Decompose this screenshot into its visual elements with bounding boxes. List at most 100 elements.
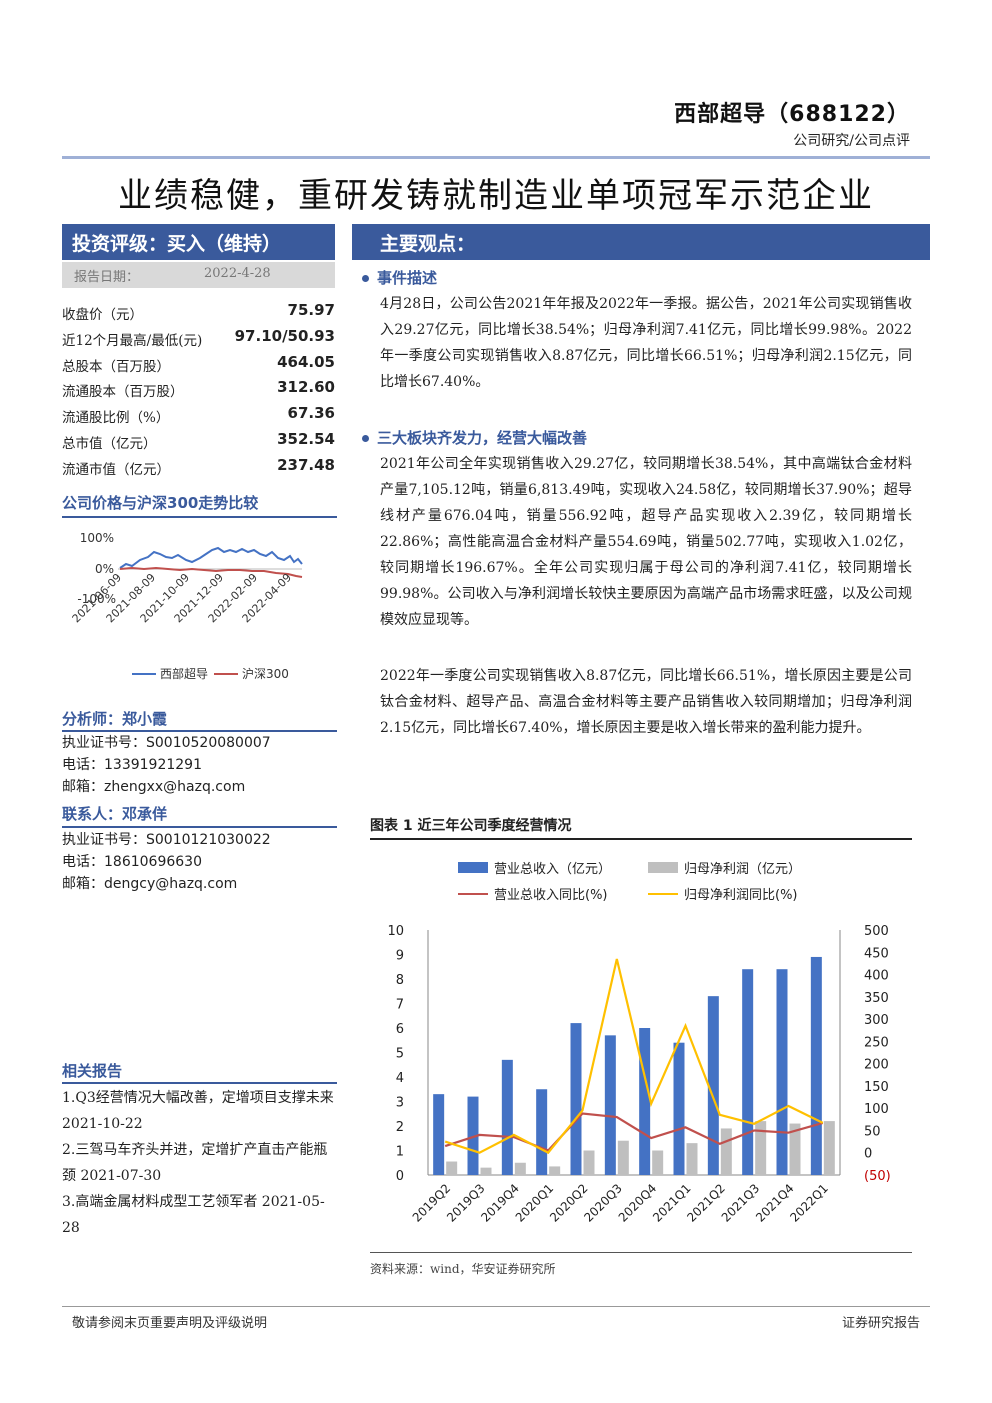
figure-bottom-rule bbox=[370, 1252, 912, 1253]
header-divider bbox=[62, 156, 930, 159]
left-ytick-label: 8 bbox=[396, 973, 404, 988]
legend-label: 归母净利润（亿元） bbox=[684, 862, 801, 877]
revenue-bar bbox=[501, 1059, 513, 1175]
section-business-title: 三大板块齐发力，经营大幅改善 bbox=[362, 427, 587, 448]
figure-source: 资料来源：wind，华安证券研究所 bbox=[370, 1262, 556, 1276]
right-ytick-label: 450 bbox=[864, 946, 889, 961]
price-chart-title: 公司价格与沪深300走势比较 bbox=[62, 494, 259, 512]
left-ytick-label: 6 bbox=[396, 1022, 404, 1037]
stat-label: 流通股本（百万股） bbox=[62, 384, 184, 401]
net-profit-bar bbox=[480, 1167, 492, 1175]
legend-label: 归母净利润同比(%) bbox=[684, 888, 798, 903]
net-profit-bar bbox=[789, 1123, 801, 1175]
net-profit-bar bbox=[823, 1121, 835, 1175]
right-ytick-label: 150 bbox=[864, 1080, 889, 1095]
stat-row: 总市值（亿元） 352.54 bbox=[62, 429, 337, 455]
stat-value: 312.60 bbox=[277, 378, 335, 397]
report-date-label: 报告日期： bbox=[74, 270, 140, 285]
legend-label-csi300: 沪深300 bbox=[242, 667, 289, 681]
section-event-paragraph: 4月28日，公司公告2021年年报及2022年一季报。据公告，2021年公司实现… bbox=[380, 296, 912, 390]
contact-email[interactable]: 邮箱：dengcy@hazq.com bbox=[62, 876, 238, 892]
stat-row: 总股本（百万股） 464.05 bbox=[62, 352, 337, 378]
net-profit-bar bbox=[549, 1166, 561, 1175]
right-ytick-label: 250 bbox=[864, 1035, 889, 1050]
legend-label-company: 西部超导 bbox=[160, 666, 208, 681]
related-divider bbox=[62, 1082, 337, 1084]
stat-row: 流通股比例（%） 67.36 bbox=[62, 403, 337, 429]
revenue-bar bbox=[467, 1096, 479, 1175]
section-business-paragraph-1: 2021年公司全年实现销售收入29.27亿，较同期增长38.54%，其中高端钛合… bbox=[380, 456, 912, 628]
stat-row: 收盘价（元） 75.97 bbox=[62, 300, 337, 326]
stat-label: 总市值（亿元） bbox=[62, 435, 157, 452]
left-ytick-label: 10 bbox=[387, 924, 404, 939]
right-ytick-label: 400 bbox=[864, 969, 889, 984]
price-ytick-0: 0% bbox=[95, 562, 114, 576]
price-trend-chart: 100% 0% -100% 2021-06-092021-08-092021-1… bbox=[70, 531, 303, 681]
left-ytick-label: 3 bbox=[396, 1096, 404, 1111]
analyst-title: 分析师：郑小霞 bbox=[62, 710, 168, 728]
net-profit-bar bbox=[686, 1143, 698, 1175]
legend-label: 营业总收入同比(%) bbox=[494, 888, 608, 903]
revenue-bar bbox=[742, 969, 754, 1175]
footer-divider bbox=[62, 1306, 930, 1307]
revenue-bar bbox=[776, 969, 788, 1175]
right-ytick-label: (50) bbox=[864, 1169, 891, 1184]
right-ytick-label: 350 bbox=[864, 991, 889, 1006]
related-report-3[interactable]: 3.高端金属材料成型工艺领军者 2021-05-28 bbox=[62, 1194, 325, 1236]
series-line-company bbox=[119, 546, 303, 569]
report-type: 公司研究/公司点评 bbox=[793, 133, 910, 149]
section-event-title: 事件描述 bbox=[362, 267, 437, 288]
related-report-1[interactable]: 1.Q3经营情况大幅改善，定增项目支撑未来 2021-10-22 bbox=[62, 1090, 334, 1132]
analyst-license: 执业证书号：S0010520080007 bbox=[62, 735, 271, 751]
related-report-2[interactable]: 2.三驾马车齐头并进，定增扩产直击产能瓶颈 2021-07-30 bbox=[62, 1142, 328, 1184]
revenue-bar bbox=[570, 1023, 582, 1175]
left-ytick-label: 0 bbox=[396, 1169, 404, 1184]
left-ytick-label: 7 bbox=[396, 998, 404, 1013]
net-profit-bar bbox=[583, 1150, 595, 1175]
contact-phone: 电话：18610696630 bbox=[62, 854, 202, 870]
stat-row: 近12个月最高/最低(元) 97.10/50.93 bbox=[62, 326, 337, 352]
stat-value: 97.10/50.93 bbox=[234, 326, 335, 345]
left-ytick-label: 4 bbox=[396, 1071, 404, 1086]
right-ytick-label: 0 bbox=[864, 1147, 872, 1162]
analyst-divider bbox=[62, 730, 337, 732]
contact-license: 执业证书号：S0010121030022 bbox=[62, 832, 271, 848]
stat-label: 近12个月最高/最低(元) bbox=[62, 332, 203, 349]
analyst-info: 执业证书号：S0010520080007 电话：13391921291 邮箱：z… bbox=[62, 732, 337, 798]
contact-info: 执业证书号：S0010121030022 电话：18610696630 邮箱：d… bbox=[62, 829, 337, 895]
stat-label: 流通市值（亿元） bbox=[62, 461, 170, 478]
stat-value: 352.54 bbox=[277, 429, 335, 448]
main-points-heading: 主要观点： bbox=[352, 224, 930, 260]
figure-title: 图表 1 近三年公司季度经营情况 bbox=[370, 818, 572, 834]
x-category-label: 2022Q1 bbox=[787, 1181, 831, 1225]
right-ytick-label: 100 bbox=[864, 1102, 889, 1117]
net-profit-bar bbox=[617, 1140, 629, 1175]
left-ytick-label: 5 bbox=[396, 1047, 404, 1062]
net-profit-bar bbox=[652, 1150, 664, 1175]
revenue-yoy-line bbox=[444, 1112, 824, 1152]
stat-value: 75.97 bbox=[287, 301, 335, 319]
stat-value: 67.36 bbox=[287, 404, 335, 423]
report-date-row: 报告日期： 2022-4-28 bbox=[62, 262, 335, 288]
stat-label: 总股本（百万股） bbox=[62, 358, 170, 375]
footer-disclaimer[interactable]: 敬请参阅末页重要声明及评级说明 bbox=[72, 1316, 268, 1331]
revenue-bar bbox=[433, 1094, 445, 1175]
stat-label: 收盘价（元） bbox=[62, 307, 143, 323]
analyst-email[interactable]: 邮箱：zhengxx@hazq.com bbox=[62, 779, 246, 795]
contact-title: 联系人：邓承佯 bbox=[62, 805, 168, 823]
stat-value: 237.48 bbox=[277, 455, 335, 474]
legend-label: 营业总收入（亿元） bbox=[494, 862, 611, 877]
contact-divider bbox=[62, 826, 337, 828]
price-ytick-neg100: -100% bbox=[77, 592, 116, 606]
net-profit-bar bbox=[720, 1128, 732, 1175]
right-ytick-label: 500 bbox=[864, 924, 889, 939]
stat-value: 464.05 bbox=[277, 352, 335, 371]
section-business-paragraph-2: 2022年一季度公司实现销售收入8.87亿元，同比增长66.51%，增长原因主要… bbox=[380, 668, 912, 736]
quarterly-operations-chart: 营业总收入（亿元） 归母净利润（亿元） 营业总收入同比(%) 归母净利润同比(%) 0 1… bbox=[387, 862, 891, 1225]
net-profit-bar bbox=[514, 1162, 526, 1175]
revenue-bar bbox=[810, 956, 822, 1175]
bullet-dot bbox=[362, 275, 369, 282]
right-ytick-label: 50 bbox=[864, 1124, 881, 1139]
legend-swatch-bar bbox=[458, 862, 488, 873]
stat-label: 流通股比例（%） bbox=[62, 410, 170, 427]
